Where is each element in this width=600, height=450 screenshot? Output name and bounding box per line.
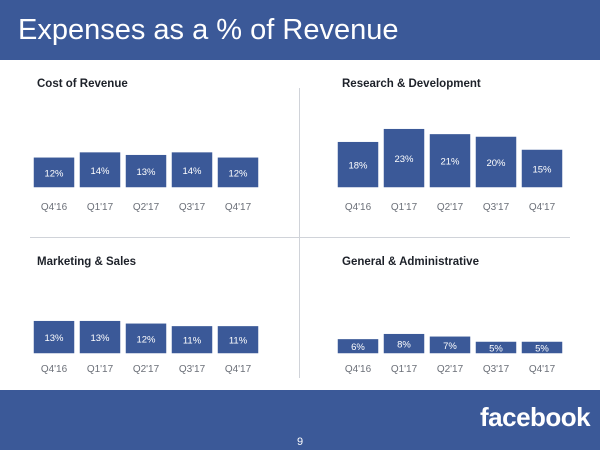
research-development-bar	[336, 140, 380, 189]
marketing-sales-data-label: 11%	[229, 336, 248, 347]
marketing-sales-bar	[216, 324, 260, 355]
marketing-sales-tick-label: Q2'17	[133, 364, 160, 375]
vertical-divider	[299, 88, 300, 378]
research-development-tick-label: Q1'17	[391, 202, 418, 213]
general-administrative-bar	[474, 340, 518, 355]
cost-of-revenue-bar	[78, 150, 122, 189]
marketing-sales-bar	[32, 319, 76, 355]
marketing-sales-tick-label: Q4'17	[225, 364, 252, 375]
marketing-sales-data-label: 13%	[90, 333, 110, 344]
research-development-bar	[474, 135, 518, 189]
research-development-data-label: 15%	[532, 165, 552, 176]
marketing-sales-tick-label: Q1'17	[87, 364, 114, 375]
marketing-sales-data-label: 12%	[136, 334, 156, 345]
cost-of-revenue-bar	[124, 153, 168, 189]
general-administrative-title: General & Administrative	[342, 256, 479, 268]
marketing-sales-data-label: 13%	[44, 333, 64, 344]
page-title: Expenses as a % of Revenue	[18, 14, 399, 46]
cost-of-revenue-tick-label: Q4'16	[41, 202, 68, 213]
page-number: 9	[296, 436, 304, 448]
cost-of-revenue-tick-label: Q4'17	[225, 202, 252, 213]
marketing-sales-bar	[124, 322, 168, 355]
marketing-sales-bar	[78, 319, 122, 355]
general-administrative-bar	[336, 337, 380, 355]
research-development-data-label: 23%	[394, 154, 414, 165]
general-administrative-data-label: 5%	[489, 344, 503, 355]
general-administrative-tick-label: Q3'17	[483, 364, 510, 375]
cost-of-revenue-data-label: 13%	[136, 167, 156, 178]
general-administrative-tick-label: Q2'17	[437, 364, 464, 375]
cost-of-revenue-bar	[170, 150, 214, 189]
research-development-bar	[428, 132, 472, 189]
general-administrative-bar	[428, 335, 472, 355]
research-development-title: Research & Development	[342, 78, 481, 90]
cost-of-revenue-tick-label: Q1'17	[87, 202, 114, 213]
general-administrative-tick-label: Q4'16	[345, 364, 372, 375]
research-development-bar	[382, 127, 426, 189]
cost-of-revenue-bar	[32, 156, 76, 189]
general-administrative-tick-label: Q1'17	[391, 364, 418, 375]
marketing-sales-bar	[170, 324, 214, 355]
research-development-tick-label: Q4'17	[529, 202, 556, 213]
general-administrative-bar	[520, 340, 564, 355]
cost-of-revenue-data-label: 14%	[182, 166, 202, 177]
horizontal-divider	[30, 237, 570, 238]
cost-of-revenue-tick-label: Q3'17	[179, 202, 206, 213]
general-administrative-tick-label: Q4'17	[529, 364, 556, 375]
research-development-data-label: 20%	[486, 158, 506, 169]
general-administrative-data-label: 6%	[351, 342, 365, 353]
facebook-logo: facebook	[480, 402, 591, 432]
cost-of-revenue-data-label: 14%	[90, 166, 110, 177]
research-development-tick-label: Q4'16	[345, 202, 372, 213]
research-development-tick-label: Q2'17	[437, 202, 464, 213]
research-development-tick-label: Q3'17	[483, 202, 510, 213]
general-administrative-data-label: 7%	[443, 341, 457, 352]
research-development-bar	[520, 148, 564, 189]
general-administrative-bar	[382, 332, 426, 355]
cost-of-revenue-title: Cost of Revenue	[37, 78, 128, 90]
general-administrative-data-label: 8%	[397, 340, 411, 351]
research-development-data-label: 18%	[348, 161, 368, 172]
marketing-sales-tick-label: Q4'16	[41, 364, 68, 375]
cost-of-revenue-data-label: 12%	[44, 168, 64, 179]
cost-of-revenue-data-label: 12%	[228, 168, 248, 179]
marketing-sales-tick-label: Q3'17	[179, 364, 206, 375]
cost-of-revenue-tick-label: Q2'17	[133, 202, 160, 213]
research-development-data-label: 21%	[440, 157, 460, 168]
general-administrative-data-label: 5%	[535, 344, 549, 355]
marketing-sales-title: Marketing & Sales	[37, 256, 137, 268]
footer-bar	[0, 390, 600, 450]
cost-of-revenue-bar	[216, 156, 260, 189]
header-bar: Expenses as a % of Revenue	[0, 0, 600, 60]
marketing-sales-data-label: 11%	[183, 336, 202, 347]
